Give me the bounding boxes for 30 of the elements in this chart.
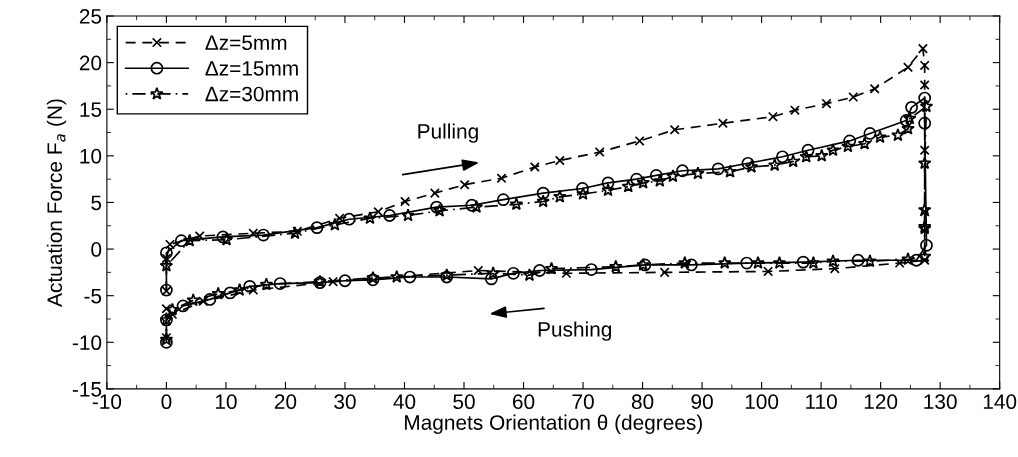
y-tick-label: 20	[79, 55, 102, 71]
x-tick-label: 60	[513, 394, 535, 410]
legend-label: Δz=5mm	[205, 35, 287, 51]
x-tick-label: 50	[453, 394, 475, 410]
y-tick-label: 5	[91, 195, 102, 211]
x-tick-label: 100	[745, 394, 779, 410]
legend-label: Δz=30mm	[205, 86, 298, 102]
x-tick-label: 80	[631, 394, 654, 410]
y-tick-label: 15	[80, 102, 102, 117]
annotation: Pushing	[538, 321, 612, 341]
y-tick-label: -10	[72, 335, 102, 351]
y-tick-label: -5	[84, 288, 102, 304]
x-tick-label: 70	[572, 394, 594, 410]
x-tick-label: 20	[274, 394, 297, 410]
x-tick-label: 130	[924, 394, 957, 410]
x-tick-label: 0	[161, 394, 172, 410]
y-tick-label: 25	[79, 9, 102, 24]
x-tick-label: 120	[864, 394, 898, 410]
y-tick-label: 10	[80, 148, 102, 164]
y-tick-label: 0	[91, 242, 102, 257]
x-axis-title: Magnets Orientation θ (degrees)	[405, 414, 702, 434]
annotation: Pulling	[418, 123, 478, 143]
x-tick-label: 10	[215, 394, 237, 410]
x-tick-label: 110	[806, 394, 837, 410]
x-tick-label: 140	[983, 394, 1017, 410]
x-tick-label: 40	[393, 394, 416, 410]
x-tick-label: 30	[334, 394, 356, 410]
x-tick-label: 90	[691, 394, 713, 410]
y-axis-title: Actuation Force F$_{a}$ (N)	[46, 99, 67, 307]
legend-label: Δz=15mm	[205, 61, 298, 76]
